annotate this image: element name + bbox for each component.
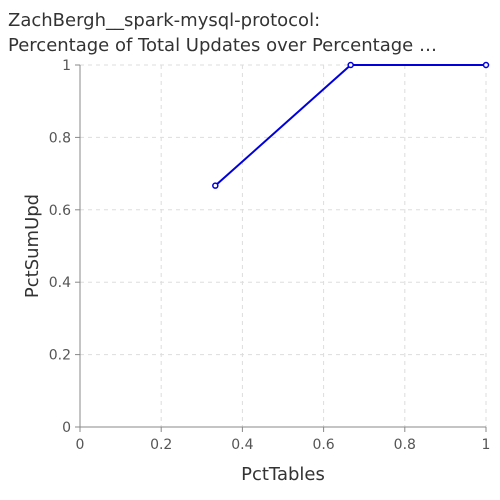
chart-title-line-2: Percentage of Total Updates over Percent… — [8, 35, 437, 56]
y-tick-label: 0.6 — [49, 203, 71, 219]
y-axis-label: PctSumUpd — [22, 194, 43, 298]
y-tick-label: 0 — [62, 420, 71, 436]
y-tick-label: 0.2 — [49, 348, 71, 364]
ticks: 0 0.2 0.4 0.6 0.8 1 0 0.2 0.4 0.6 0.8 1 — [49, 58, 491, 453]
chart-title-line-1: ZachBergh__spark-mysql-protocol: — [8, 10, 321, 31]
series-line — [214, 64, 486, 187]
chart-title: ZachBergh__spark-mysql-protocol: Percent… — [8, 8, 496, 58]
x-tick-label: 0.8 — [394, 437, 416, 453]
x-tick-label: 0.6 — [312, 437, 334, 453]
data-point — [212, 182, 219, 189]
x-axis-label: PctTables — [241, 464, 325, 485]
y-tick-label: 1 — [62, 58, 71, 74]
x-tick-label: 0 — [76, 437, 85, 453]
y-tick-label: 0.4 — [49, 275, 71, 291]
data-point — [347, 61, 354, 69]
data-point — [482, 61, 490, 69]
series-group — [212, 61, 490, 189]
y-tick-label: 0.8 — [49, 130, 71, 146]
axes — [79, 65, 486, 428]
x-tick-label: 0.2 — [150, 437, 172, 453]
x-tick-label: 0.4 — [231, 437, 253, 453]
x-tick-label: 1 — [482, 437, 491, 453]
grid — [79, 64, 487, 428]
